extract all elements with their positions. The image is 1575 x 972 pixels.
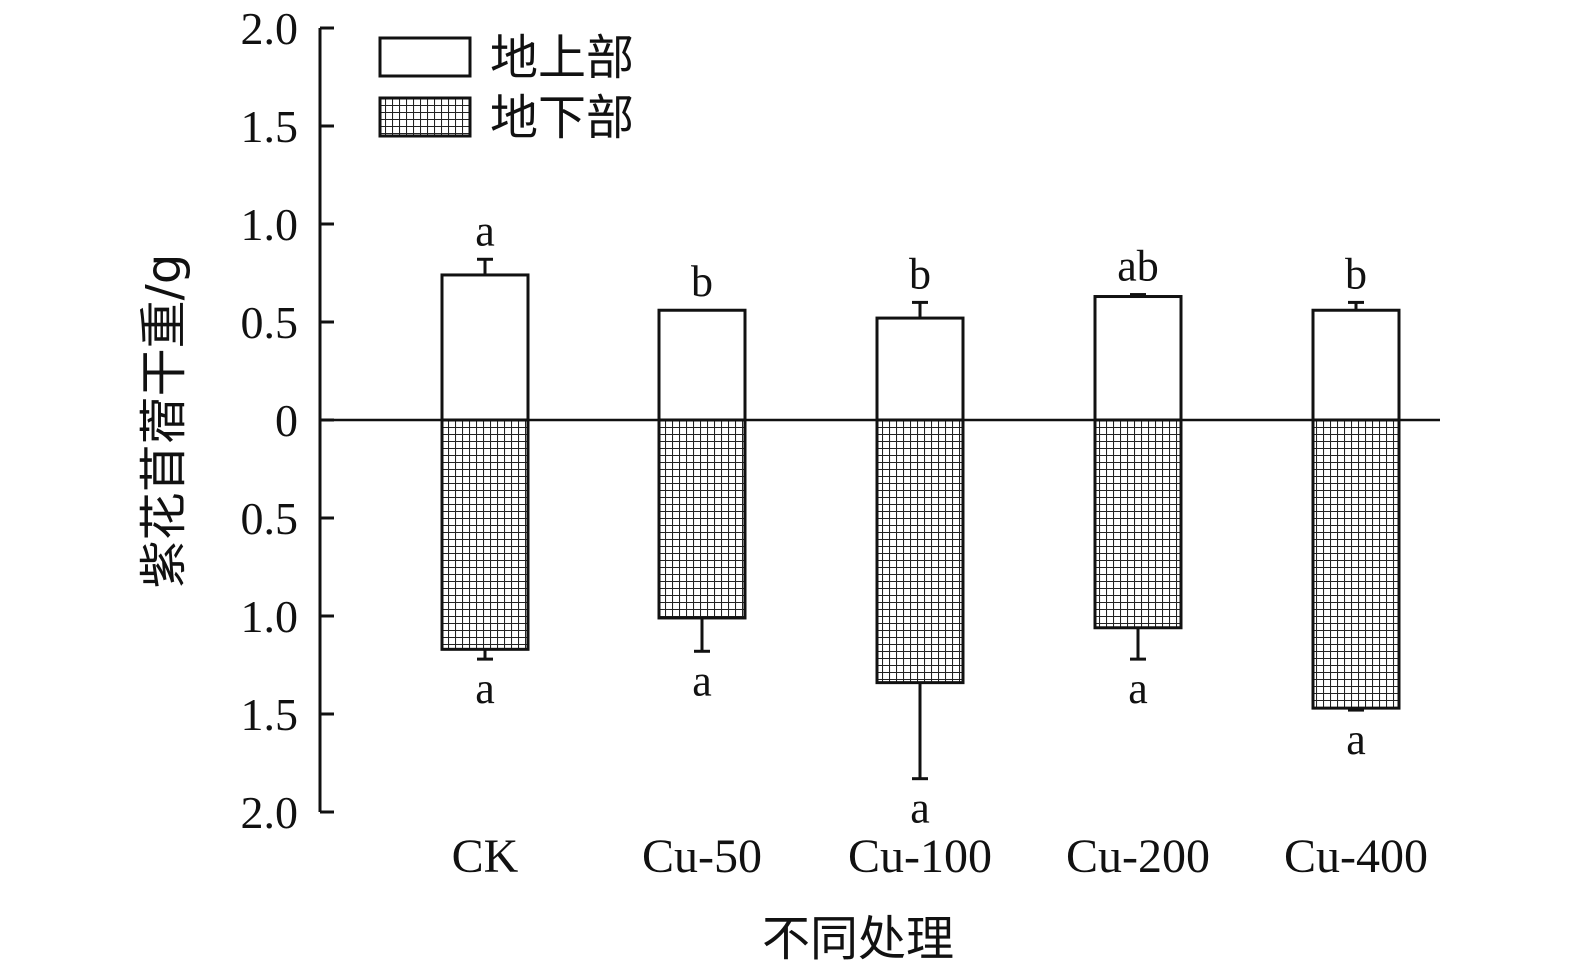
significance-label-aboveground: b (1345, 249, 1367, 298)
y-tick-label: 1.0 (241, 199, 299, 250)
x-tick-label: Cu-200 (1066, 830, 1210, 883)
x-axis-title: 不同处理 (762, 911, 954, 967)
significance-label-aboveground: ab (1117, 242, 1159, 291)
legend: 地上部 地下部 (378, 30, 634, 146)
y-tick-label: 1.5 (241, 101, 299, 152)
y-axis-title: 紫花苜蓿干重/g (136, 254, 192, 589)
x-tick-label: Cu-100 (848, 830, 992, 883)
x-tick-label: CK (452, 830, 519, 883)
y-tick-label: 0.5 (241, 297, 299, 348)
y-tick-label: 1.5 (241, 689, 299, 740)
significance-label-belowground: a (1346, 715, 1366, 764)
legend-swatch-belowground (378, 96, 472, 138)
bar-aboveground (1311, 308, 1401, 422)
significance-label-aboveground: b (691, 257, 713, 306)
x-tick-label: Cu-50 (642, 830, 762, 883)
bar-aboveground (440, 273, 530, 422)
significance-label-aboveground: a (475, 206, 495, 255)
significance-label-belowground: a (910, 784, 930, 833)
significance-label-belowground: a (1128, 664, 1148, 713)
bar-aboveground (1093, 295, 1183, 422)
bar-aboveground (875, 316, 965, 422)
legend-label-belowground: 地下部 (490, 90, 634, 146)
y-tick-label: 1.0 (241, 591, 299, 642)
y-tick-label: 0 (275, 395, 298, 446)
legend-label-aboveground: 地上部 (490, 30, 634, 86)
y-tick-label: 0.5 (241, 493, 299, 544)
legend-swatch-aboveground (378, 36, 472, 78)
significance-label-belowground: a (475, 664, 495, 713)
axes: 2.0 1.5 1.0 0.5 0 0.5 1.0 1.5 2.0 (241, 3, 1440, 838)
y-tick-label: 2.0 (241, 787, 299, 838)
bars (440, 257, 1401, 781)
y-tick-label: 2.0 (241, 3, 299, 54)
bar-belowground (1093, 418, 1183, 630)
significance-label-belowground: a (692, 656, 712, 705)
bar-belowground (657, 418, 747, 620)
bar-belowground (1311, 418, 1401, 710)
x-tick-label: Cu-400 (1284, 830, 1428, 883)
bar-belowground (440, 418, 530, 651)
significance-label-aboveground: b (909, 249, 931, 298)
bar-belowground (875, 418, 965, 685)
bar-aboveground (657, 308, 747, 422)
